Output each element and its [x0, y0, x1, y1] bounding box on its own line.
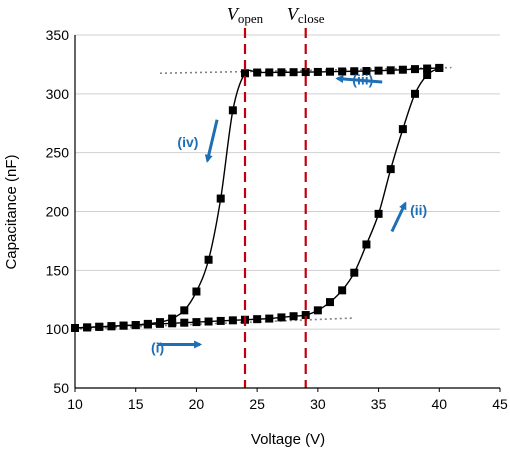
data-point [228, 316, 237, 325]
data-point [156, 318, 164, 327]
trend-line [74, 317, 355, 330]
y-tick-label: 100 [46, 321, 70, 337]
data-point [192, 287, 201, 296]
data-point [95, 322, 104, 331]
x-tick-label: 15 [128, 396, 144, 412]
data-point [204, 317, 213, 326]
data-point [350, 268, 359, 277]
data-point [423, 71, 432, 80]
data-point [411, 89, 419, 98]
series-line-down-sweep [74, 67, 440, 329]
data-point [338, 286, 347, 295]
data-point [423, 64, 432, 73]
vline-label-open: Vopen [227, 4, 264, 26]
vline-label-close: Vclose [287, 4, 325, 26]
arrow-ii [390, 201, 407, 233]
data-point [131, 321, 140, 330]
data-point [204, 255, 213, 264]
y-tick-label: 350 [46, 27, 70, 43]
y-tick-label: 50 [53, 380, 69, 396]
y-tick-label: 150 [46, 262, 70, 278]
x-tick-label: 30 [310, 396, 326, 412]
y-tick-label: 200 [46, 204, 70, 220]
dotted-trend-lines [74, 66, 452, 330]
data-point [313, 67, 322, 76]
y-tick-label: 250 [46, 145, 70, 161]
data-point [350, 67, 359, 76]
data-point [168, 314, 177, 323]
data-point [289, 68, 298, 77]
data-point [216, 194, 225, 203]
data-point [265, 314, 274, 323]
gridlines [75, 34, 500, 330]
data-point [301, 311, 310, 320]
data-point [326, 67, 334, 76]
data-point [313, 306, 322, 315]
data-point [386, 165, 395, 174]
data-point [228, 106, 237, 115]
data-point [326, 298, 334, 307]
data-point [216, 316, 225, 325]
x-tick-label: 45 [492, 396, 508, 412]
annotation-label: (i) [151, 340, 164, 356]
axes: 50 100 150 200 250 300 350 10 15 20 25 30 35 40 45 [46, 27, 508, 412]
data-point [277, 313, 286, 322]
data-point [386, 66, 395, 75]
annotation-label: (iv) [177, 134, 198, 150]
arrow-iii [335, 75, 383, 84]
data-point [83, 323, 92, 332]
x-tick-label: 10 [67, 396, 83, 412]
threshold-voltage-lines: Vopen Vclose [227, 4, 325, 388]
data-point [180, 306, 189, 315]
annotation-label: (ii) [410, 202, 427, 218]
x-tick-label: 25 [249, 396, 265, 412]
data-point [362, 67, 371, 76]
data-point [180, 318, 189, 327]
data-point [374, 66, 383, 75]
data-point [435, 63, 444, 72]
data-point [338, 67, 347, 76]
data-point [241, 69, 249, 78]
data-point [398, 125, 407, 134]
data-point [265, 68, 274, 77]
x-axis-label: Voltage (V) [251, 431, 325, 448]
x-tick-label: 35 [371, 396, 387, 412]
data-point [277, 68, 286, 77]
data-point [253, 315, 262, 324]
data-point [192, 318, 201, 327]
data-point [362, 240, 371, 249]
data-point [398, 65, 407, 74]
data-point [168, 319, 177, 328]
data-point [143, 319, 152, 328]
data-point [411, 65, 419, 74]
data-point [374, 209, 383, 218]
data-point [253, 68, 262, 77]
arrow-iv [204, 119, 219, 163]
data-point [289, 312, 298, 321]
sweep-annotations: (i)(ii)(iii)(iv) [151, 71, 427, 355]
data-point [119, 321, 128, 330]
x-tick-label: 20 [189, 396, 205, 412]
hysteresis-curves [71, 63, 444, 332]
y-tick-label: 300 [46, 86, 70, 102]
data-point [301, 68, 310, 77]
data-point [107, 322, 116, 331]
x-tick-label: 40 [431, 396, 447, 412]
series-line-up-sweep [74, 67, 440, 329]
y-axis-label: Capacitance (nF) [3, 154, 20, 269]
